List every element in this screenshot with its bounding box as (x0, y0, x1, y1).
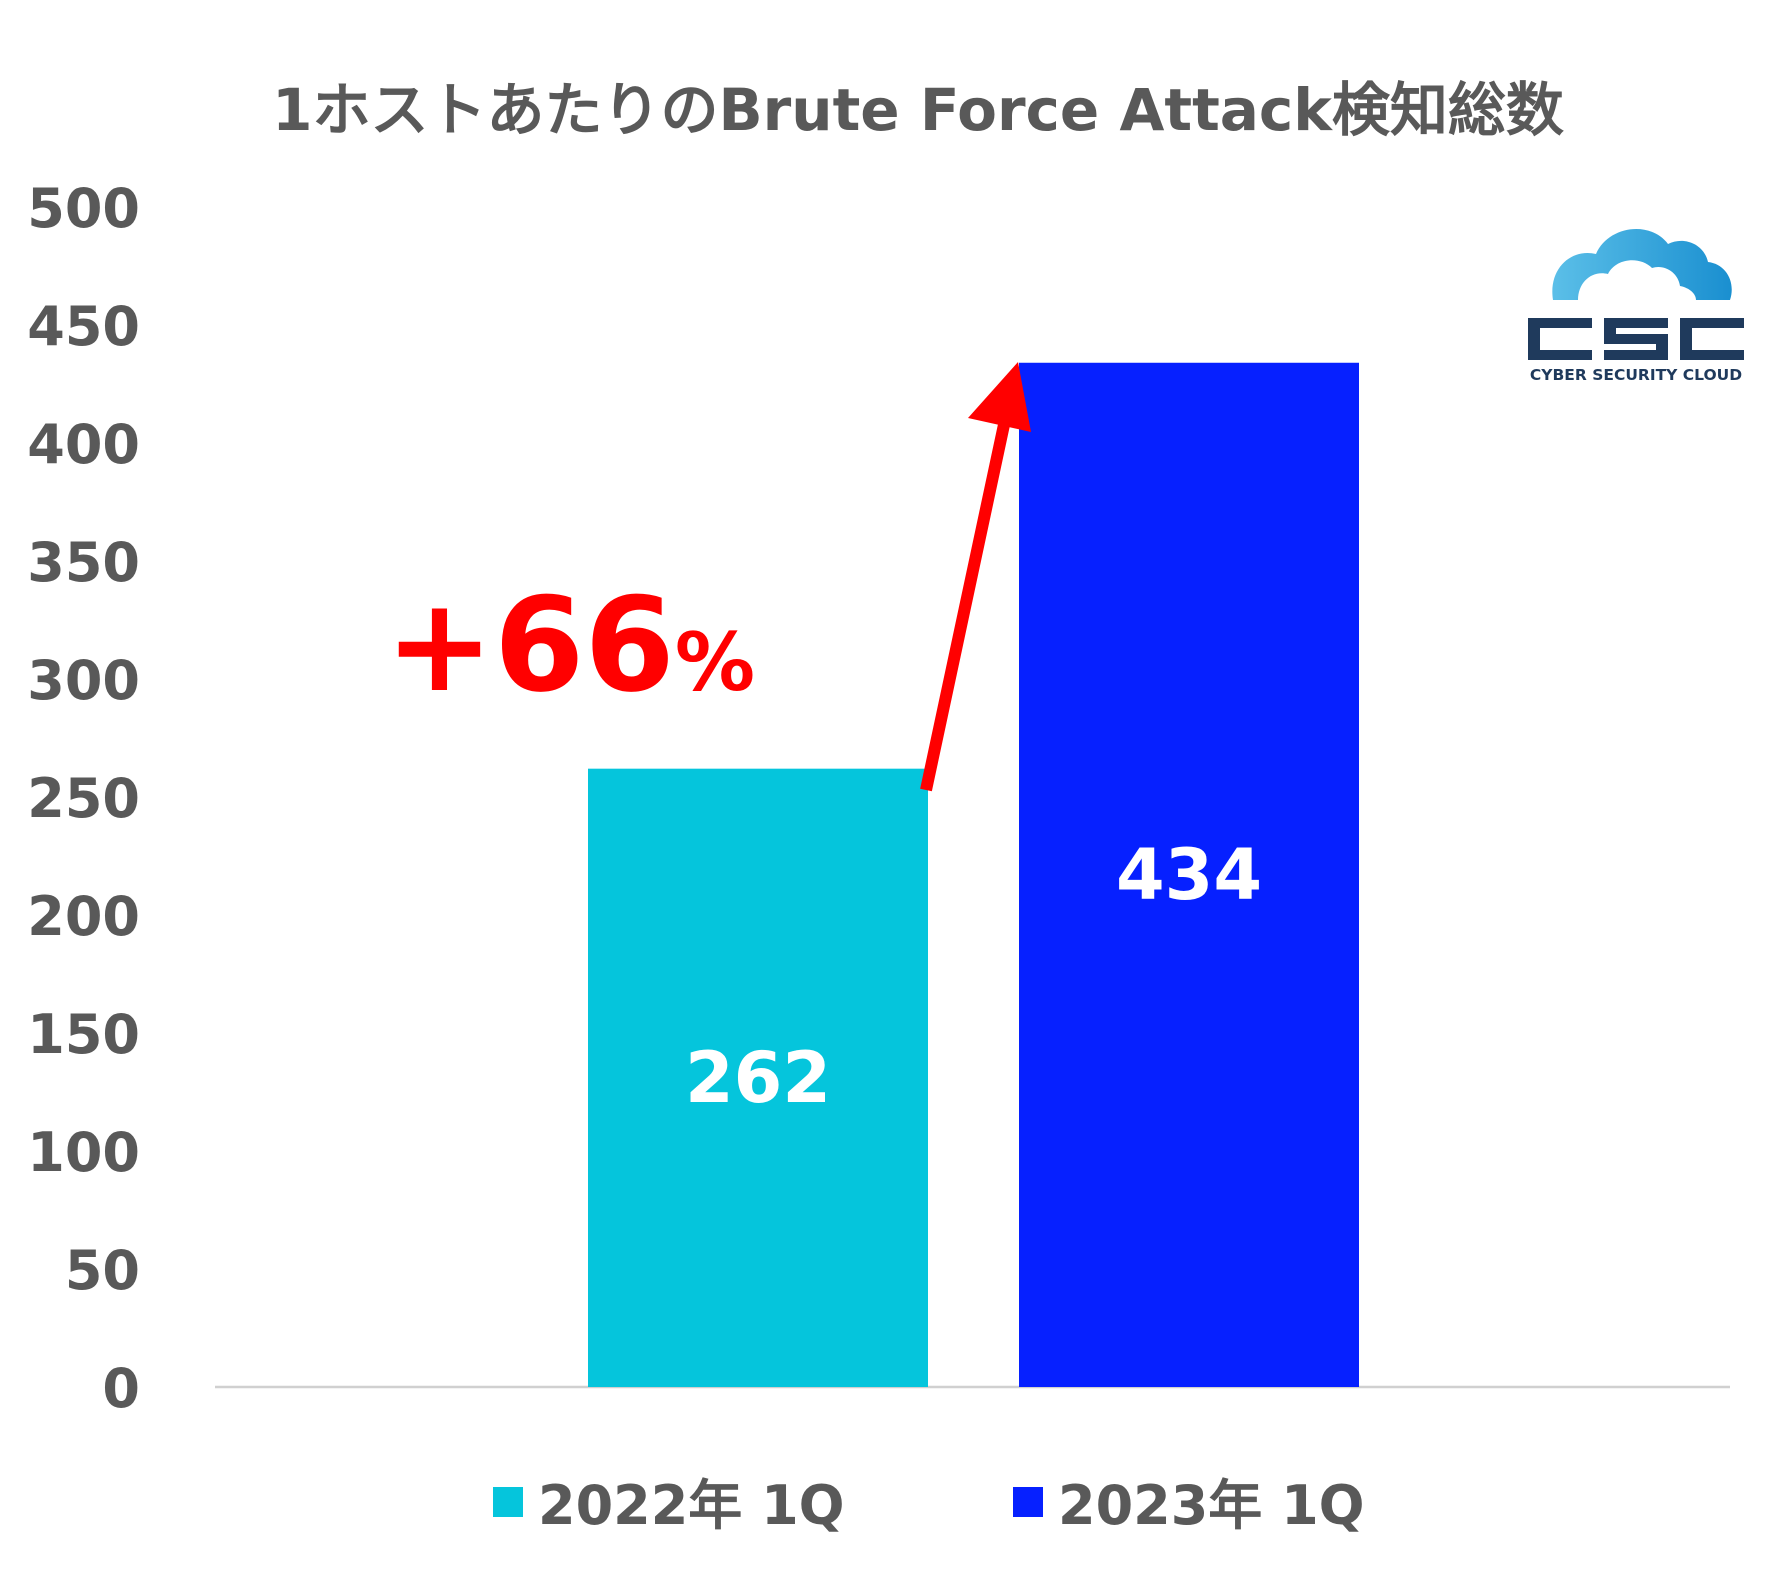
y-tick-label: 300 (27, 649, 140, 712)
y-tick-label: 50 (65, 1239, 140, 1302)
growth-annotation: +66% (385, 569, 755, 721)
y-tick-label: 250 (27, 767, 140, 830)
growth-unit: % (675, 616, 755, 709)
y-tick-label: 450 (27, 295, 140, 358)
legend-swatch-2022 (493, 1487, 523, 1517)
logo-subtext: CYBER SECURITY CLOUD (1530, 366, 1742, 384)
y-tick-label: 500 (27, 177, 140, 240)
growth-arrow (920, 362, 1031, 792)
y-tick-label: 0 (102, 1357, 140, 1420)
cloud-icon (1552, 229, 1732, 300)
bars (588, 362, 1359, 1387)
y-tick-label: 200 (27, 885, 140, 948)
y-tick-label: 150 (27, 1003, 140, 1066)
bar-value-label-0: 262 (685, 1037, 831, 1119)
bar-0 (588, 768, 928, 1387)
y-tick-label: 400 (27, 413, 140, 476)
bar-1 (1019, 362, 1359, 1387)
y-axis: 0 50 100 150 200 250 300 350 400 450 500 (27, 177, 140, 1420)
y-tick-label: 350 (27, 531, 140, 594)
legend-swatch-2023 (1013, 1487, 1043, 1517)
y-tick-label: 100 (27, 1121, 140, 1184)
legend-label-2022: 2022年 1Q (538, 1474, 845, 1537)
growth-value: +66 (385, 569, 675, 721)
chart-title: 1ホストあたりのBrute Force Attack検知総数 (272, 76, 1564, 144)
csc-lettering (1528, 318, 1744, 360)
legend: 2022年 1Q 2023年 1Q (493, 1474, 1365, 1537)
data-labels: 262 434 (685, 834, 1262, 1119)
legend-label-2023: 2023年 1Q (1058, 1474, 1365, 1537)
bar-value-label-1: 434 (1116, 834, 1262, 916)
csc-cloud-logo: CYBER SECURITY CLOUD (1528, 229, 1744, 384)
